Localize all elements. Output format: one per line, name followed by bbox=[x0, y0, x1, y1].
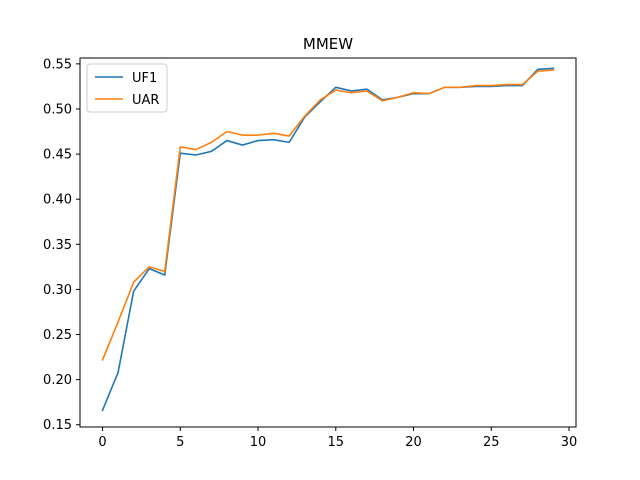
y-tick-label: 0.30 bbox=[43, 283, 72, 298]
legend-label-uar: UAR bbox=[132, 93, 159, 108]
y-tick-label: 0.40 bbox=[43, 193, 72, 208]
legend-box bbox=[86, 63, 168, 113]
y-tick-label: 0.25 bbox=[43, 328, 72, 343]
y-tick-label: 0.15 bbox=[43, 418, 72, 433]
x-tick-label: 0 bbox=[98, 435, 106, 450]
y-tick-label: 0.55 bbox=[43, 57, 72, 72]
series-layer bbox=[101, 67, 555, 412]
x-tick-label: 5 bbox=[176, 435, 184, 450]
x-tick-label: 15 bbox=[328, 435, 345, 450]
x-tick-label: 10 bbox=[250, 435, 267, 450]
legend-label-uf1: UF1 bbox=[132, 71, 157, 86]
series-line-uar bbox=[101, 69, 555, 361]
x-tick-label: 30 bbox=[561, 435, 578, 450]
axes-layer: 0 5 10 15 20 25 30 0.15 0.20 0.25 0.30 0.35 0.40 0.45… bbox=[43, 57, 577, 450]
x-tick-label: 25 bbox=[483, 435, 500, 450]
x-tick-label: 20 bbox=[405, 435, 422, 450]
legend: UF1 UAR bbox=[86, 63, 168, 113]
y-tick-label: 0.45 bbox=[43, 148, 72, 163]
y-tick-label: 0.35 bbox=[43, 238, 72, 253]
chart-title: MMEW bbox=[303, 35, 353, 53]
y-tick-label: 0.20 bbox=[43, 373, 72, 388]
y-tick-label: 0.50 bbox=[43, 102, 72, 117]
plot-frame bbox=[79, 57, 577, 428]
